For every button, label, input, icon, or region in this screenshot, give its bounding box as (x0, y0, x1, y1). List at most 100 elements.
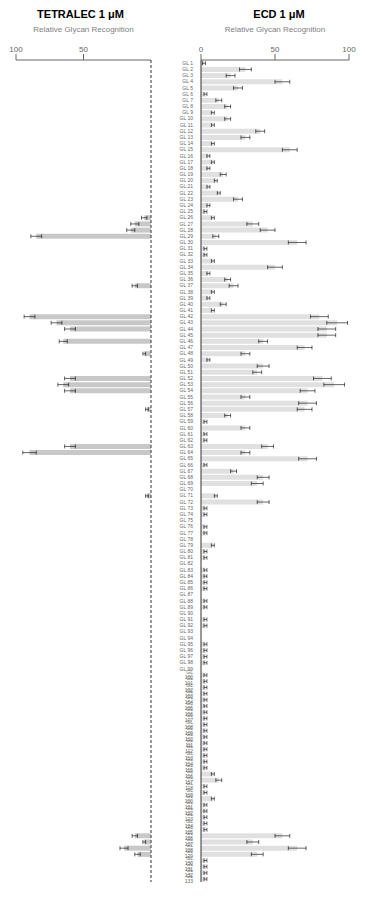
svg-text:GL 39: GL 39 (180, 295, 194, 301)
svg-text:GL 78: GL 78 (180, 536, 194, 542)
svg-text:GL 72: GL 72 (180, 499, 194, 505)
svg-text:GL 87: GL 87 (180, 591, 194, 597)
svg-text:GL 41: GL 41 (180, 307, 194, 313)
svg-text:GL 36: GL 36 (180, 276, 194, 282)
svg-text:GL 21: GL 21 (180, 183, 194, 189)
svg-text:GL 18: GL 18 (180, 165, 194, 171)
svg-text:GL 31: GL 31 (180, 245, 194, 251)
svg-text:GL 30: GL 30 (180, 239, 194, 245)
svg-text:GL 37: GL 37 (180, 282, 194, 288)
svg-text:GL 10: GL 10 (180, 115, 194, 121)
svg-text:GL 38: GL 38 (180, 289, 194, 295)
svg-text:GL 17: GL 17 (180, 159, 194, 165)
svg-text:GL 73: GL 73 (180, 505, 194, 511)
svg-text:GL 91: GL 91 (180, 616, 194, 622)
svg-text:GL 97: GL 97 (180, 653, 194, 659)
svg-text:GL 1: GL 1 (182, 60, 193, 66)
svg-text:GL 50: GL 50 (180, 363, 194, 369)
svg-text:GL 49: GL 49 (180, 357, 194, 363)
svg-text:GL 94: GL 94 (180, 635, 194, 641)
svg-text:GL 57: GL 57 (180, 406, 194, 412)
svg-text:GL 20: GL 20 (180, 177, 194, 183)
svg-text:GL 46: GL 46 (180, 338, 194, 344)
svg-text:GL 76: GL 76 (180, 523, 194, 529)
svg-text:GL 58: GL 58 (180, 412, 194, 418)
svg-text:GL 88: GL 88 (180, 598, 194, 604)
svg-text:GL 61: GL 61 (180, 431, 194, 437)
svg-text:GL 85: GL 85 (180, 579, 194, 585)
svg-text:GL 45: GL 45 (180, 332, 194, 338)
svg-text:GL 64: GL 64 (180, 449, 194, 455)
svg-text:GL 6: GL 6 (182, 91, 193, 97)
svg-text:Relative Glycan Recognition: Relative Glycan Recognition (33, 26, 134, 34)
svg-text:GL 59: GL 59 (180, 418, 194, 424)
svg-text:GL 86: GL 86 (180, 585, 194, 591)
svg-text:GL 93: GL 93 (180, 628, 194, 634)
svg-text:GL 29: GL 29 (180, 233, 194, 239)
svg-text:GL 47: GL 47 (180, 344, 194, 350)
svg-text:GL 52: GL 52 (180, 375, 194, 381)
svg-text:GL 70: GL 70 (180, 486, 194, 492)
svg-text:GL 83: GL 83 (180, 567, 194, 573)
svg-text:GL 79: GL 79 (180, 542, 194, 548)
svg-text:GL 74: GL 74 (180, 511, 194, 517)
svg-text:Relative Glycan Recognition: Relative Glycan Recognition (225, 26, 326, 34)
svg-text:50: 50 (79, 45, 88, 54)
svg-text:GL 42: GL 42 (180, 313, 194, 319)
svg-text:GL 54: GL 54 (180, 387, 194, 393)
svg-text:GL 96: GL 96 (180, 647, 194, 653)
svg-text:GL 51: GL 51 (180, 369, 194, 375)
svg-text:GL 3: GL 3 (182, 72, 193, 78)
svg-text:GL 11: GL 11 (180, 122, 193, 128)
svg-text:GL 82: GL 82 (180, 560, 194, 566)
svg-text:GL 15: GL 15 (180, 146, 194, 152)
svg-text:GL133: GL133 (185, 873, 194, 884)
svg-text:GL 16: GL 16 (180, 153, 194, 159)
svg-text:GL 89: GL 89 (180, 604, 194, 610)
svg-text:GL 26: GL 26 (180, 214, 194, 220)
svg-text:GL 63: GL 63 (180, 443, 194, 449)
svg-text:GL 4: GL 4 (182, 78, 193, 84)
svg-text:GL 55: GL 55 (180, 394, 194, 400)
svg-text:GL 40: GL 40 (180, 301, 194, 307)
svg-text:GL 12: GL 12 (180, 128, 194, 134)
svg-text:GL 2: GL 2 (182, 66, 193, 72)
svg-text:GL 8: GL 8 (182, 103, 193, 109)
svg-text:GL 75: GL 75 (180, 517, 194, 523)
svg-text:GL 60: GL 60 (180, 425, 194, 431)
svg-text:GL 28: GL 28 (180, 227, 194, 233)
svg-text:GL 23: GL 23 (180, 196, 194, 202)
svg-text:GL 77: GL 77 (180, 530, 194, 536)
svg-text:GL 27: GL 27 (180, 221, 194, 227)
svg-text:GL 48: GL 48 (180, 350, 194, 356)
svg-text:GL 44: GL 44 (180, 326, 194, 332)
svg-text:50: 50 (271, 45, 280, 54)
svg-text:GL 62: GL 62 (180, 437, 194, 443)
svg-text:GL 69: GL 69 (180, 480, 194, 486)
svg-text:GL 80: GL 80 (180, 548, 194, 554)
svg-text:GL 98: GL 98 (180, 659, 194, 665)
svg-text:GL 92: GL 92 (180, 622, 194, 628)
svg-text:GL 7: GL 7 (182, 97, 193, 103)
svg-text:GL 67: GL 67 (180, 468, 194, 474)
svg-text:GL 9: GL 9 (182, 109, 193, 115)
svg-text:GL 68: GL 68 (180, 474, 194, 480)
svg-text:GL 35: GL 35 (180, 270, 194, 276)
svg-text:GL 43: GL 43 (180, 319, 194, 325)
svg-text:GL 56: GL 56 (180, 400, 194, 406)
svg-text:GL 32: GL 32 (180, 251, 194, 257)
svg-text:GL 24: GL 24 (180, 202, 194, 208)
svg-text:GL 13: GL 13 (180, 134, 194, 140)
svg-text:GL 22: GL 22 (180, 190, 194, 196)
svg-text:GL 5: GL 5 (182, 85, 193, 91)
svg-text:GL 90: GL 90 (180, 610, 194, 616)
svg-text:GL 71: GL 71 (180, 492, 194, 498)
svg-text:GL 53: GL 53 (180, 381, 194, 387)
svg-text:GL 33: GL 33 (180, 258, 194, 264)
svg-text:100: 100 (9, 45, 23, 54)
svg-text:GL 34: GL 34 (180, 264, 194, 270)
svg-text:GL 84: GL 84 (180, 573, 194, 579)
svg-text:GL 81: GL 81 (180, 554, 194, 560)
svg-text:GL 19: GL 19 (180, 171, 194, 177)
svg-text:GL 65: GL 65 (180, 455, 194, 461)
